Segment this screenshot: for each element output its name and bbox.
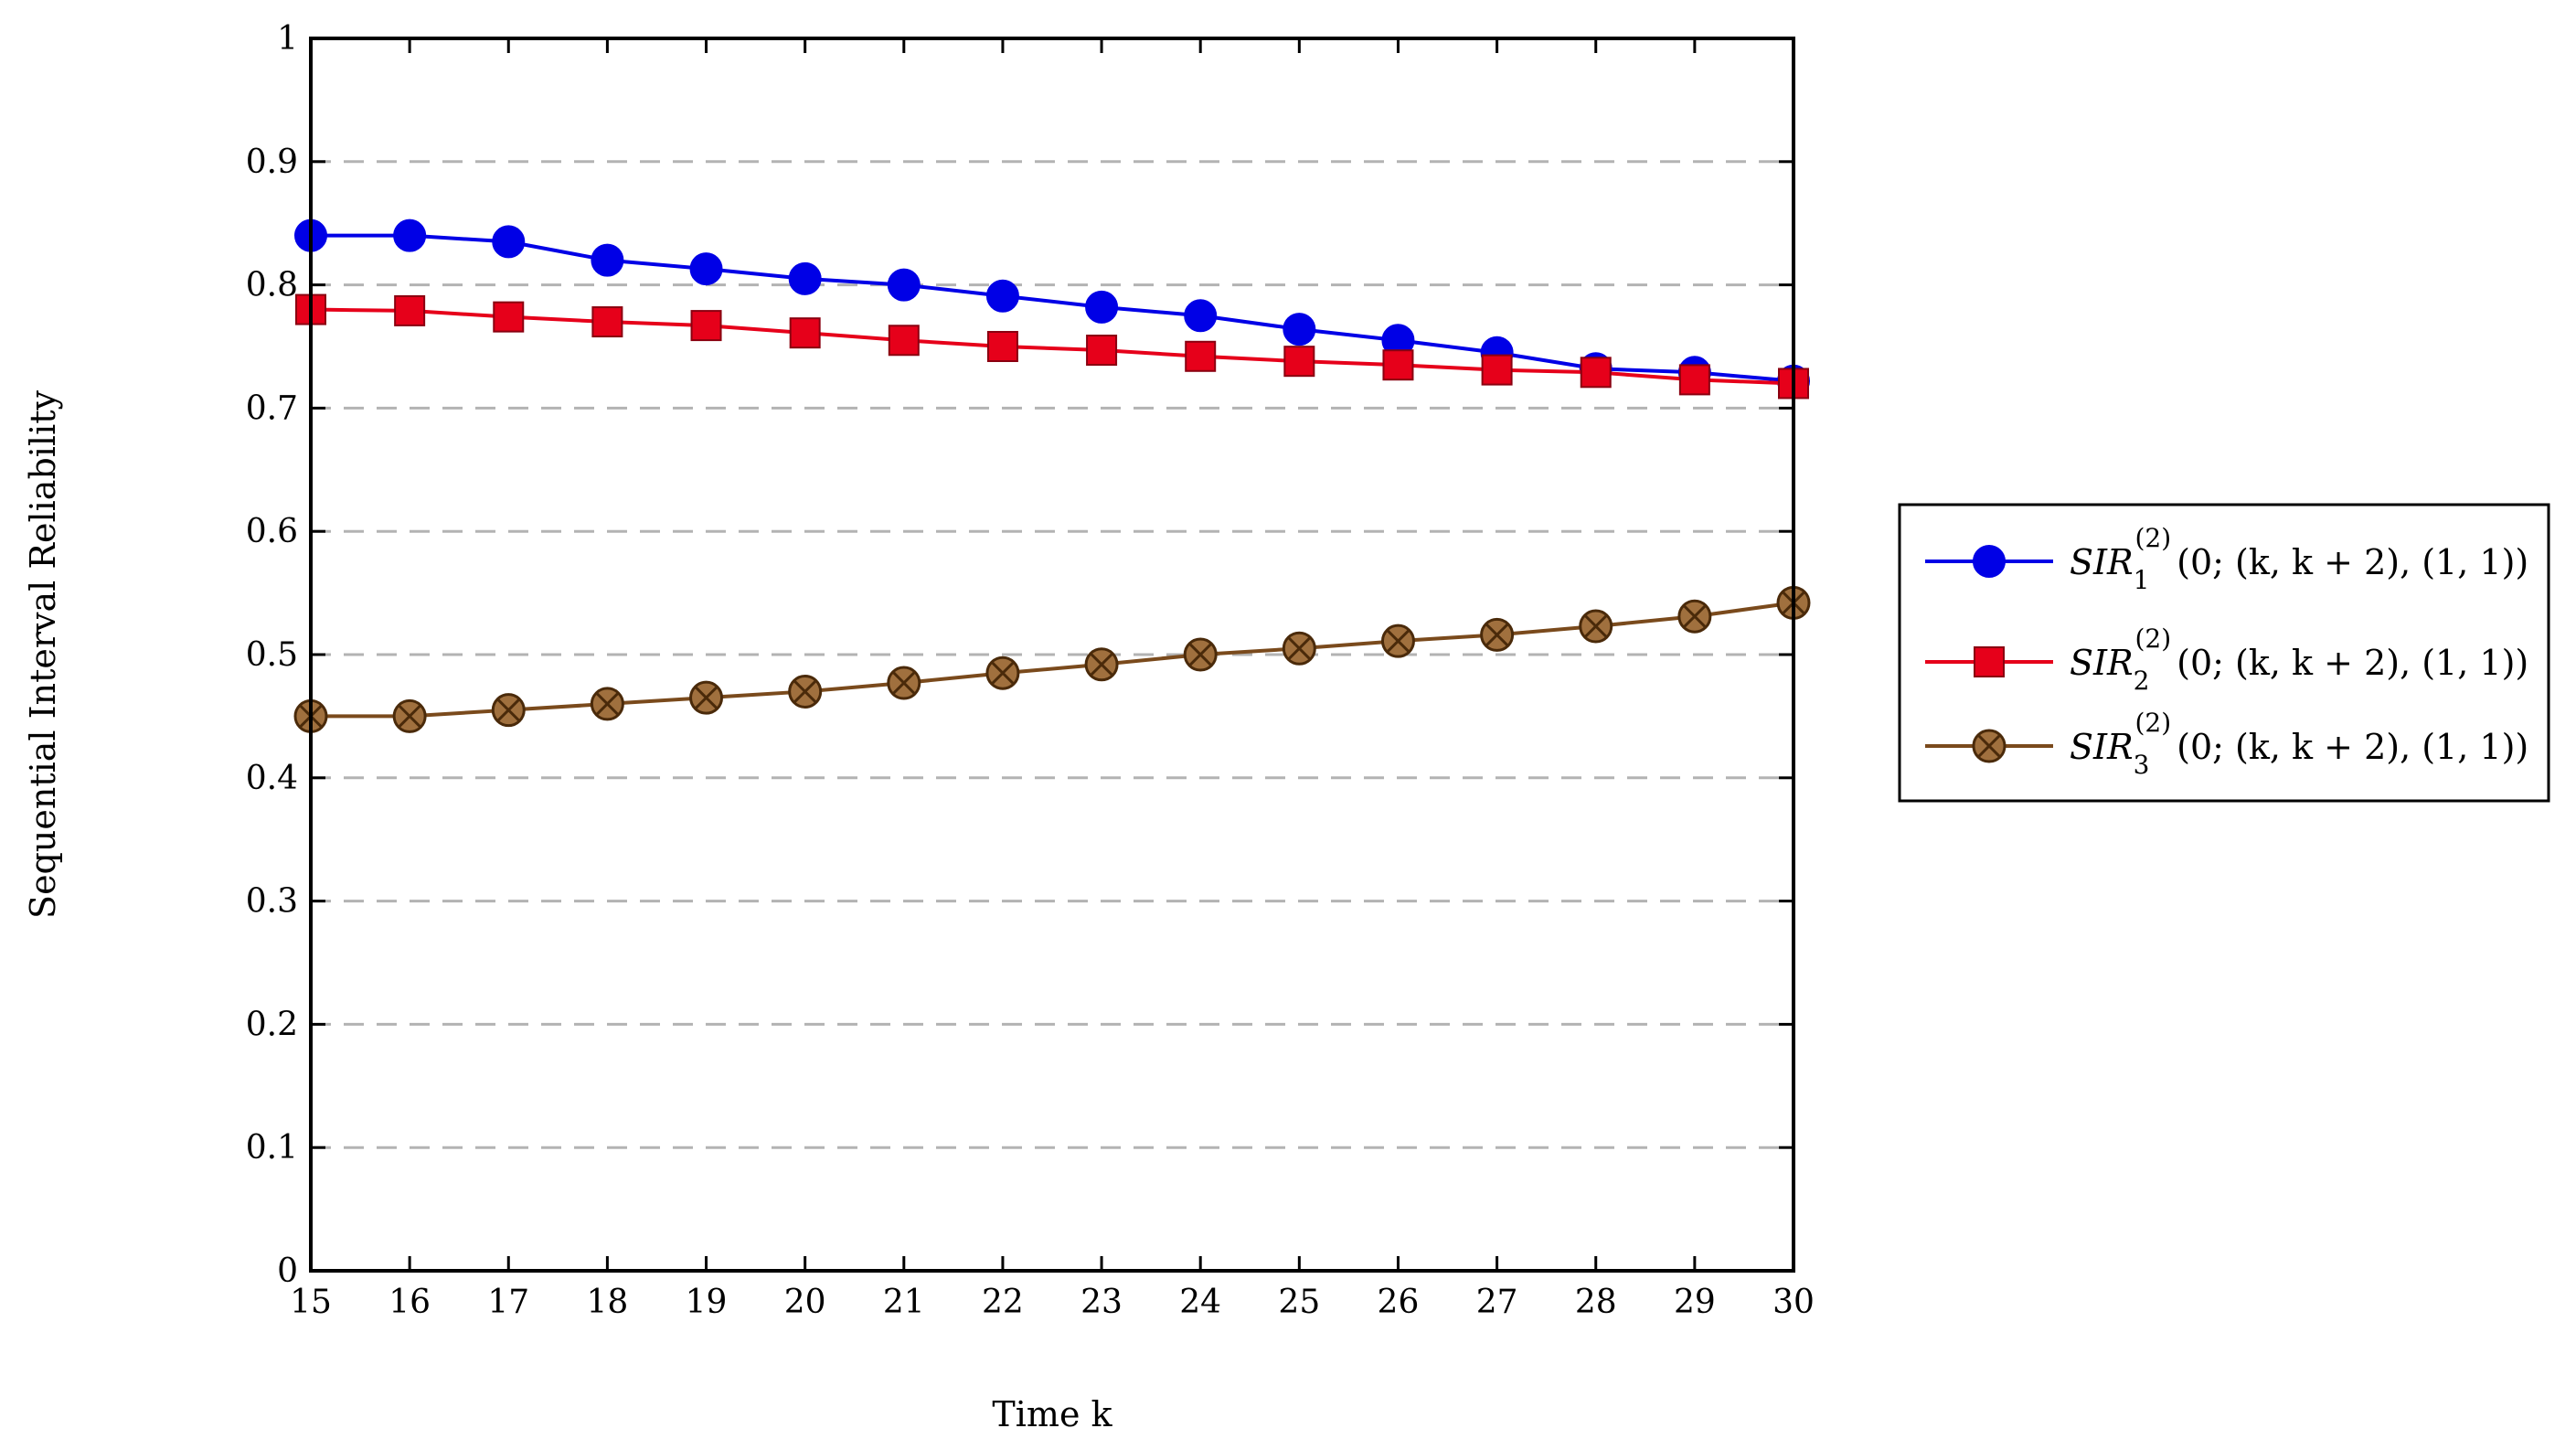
series-1-line [311, 233, 1794, 383]
y-tick-label: 1 [277, 20, 298, 58]
series-3 [293, 585, 1811, 733]
x-tick-label: 17 [487, 1284, 529, 1321]
x-tick-label: 19 [686, 1284, 728, 1321]
x-tick-label: 26 [1378, 1284, 1420, 1321]
legend-label: SIR1(2)(0; (k, k + 2), (1, 1)) [2070, 523, 2528, 595]
legend: SIR1(2)(0; (k, k + 2), (1, 1)) SIR2(2)(0;… [1898, 503, 2550, 803]
series-3-point [788, 674, 823, 709]
series-2-point [493, 301, 525, 333]
legend-marker [1974, 646, 2005, 677]
x-tick-label: 16 [389, 1284, 431, 1321]
x-tick-label: 21 [883, 1284, 925, 1321]
x-tick-label: 15 [290, 1284, 332, 1321]
series-3-point [1480, 617, 1515, 652]
legend-entry-2: SIR2(2)(0; (k, k + 2), (1, 1)) [1925, 624, 2528, 696]
grid-lines [311, 160, 1794, 1149]
series-2-point [789, 317, 821, 349]
series-group [293, 219, 1811, 733]
y-tick-label: 0.9 [246, 144, 298, 181]
x-tick-label: 28 [1575, 1284, 1617, 1321]
series-2-point [1481, 354, 1513, 386]
legend-marker [1972, 729, 2007, 763]
legend-box [1898, 503, 2550, 803]
series-2-point [1086, 335, 1118, 367]
legend-entries: SIR1(2)(0; (k, k + 2), (1, 1)) SIR2(2)(0;… [1925, 523, 2528, 780]
y-tick-label: 0.6 [246, 513, 298, 550]
series-2-point [591, 306, 623, 338]
series-1-point [1283, 313, 1316, 346]
y-tick-label: 0.7 [246, 389, 298, 427]
x-tick-label: 29 [1674, 1284, 1716, 1321]
y-tick-label: 0.1 [246, 1129, 298, 1167]
series-3-point [491, 693, 526, 728]
series-3-point [985, 656, 1020, 690]
x-tick-label: 27 [1476, 1284, 1518, 1321]
legend-entry-3: SIR3(2)(0; (k, k + 2), (1, 1)) [1925, 708, 2528, 780]
series-1-point [985, 279, 1019, 313]
y-tick-label: 0.3 [246, 883, 298, 921]
series-2-point [394, 294, 426, 326]
axis-ticks: 0 0.1 0.2 0.3 0.4 0.5 0.6 0.7 0.8 0.9 1 15 16 17 18 19 2… [246, 20, 1815, 1321]
legend-marker [1973, 545, 2006, 578]
series-2-point [986, 331, 1018, 362]
series-3-point [1380, 624, 1415, 658]
series-1-point [492, 225, 526, 259]
series-1-point [689, 252, 723, 286]
series-3-line [311, 601, 1794, 719]
series-3-point [590, 687, 624, 721]
x-tick-label: 20 [784, 1284, 826, 1321]
x-tick-label: 24 [1179, 1284, 1221, 1321]
series-3-point [689, 680, 724, 715]
series-3-point [1084, 647, 1119, 682]
series-3-point [1579, 609, 1613, 644]
series-2-point [1580, 357, 1612, 389]
x-tick-label: 25 [1278, 1284, 1320, 1321]
series-1-point [788, 261, 822, 295]
series-2-line [310, 307, 1794, 386]
series-1-point [887, 268, 921, 302]
series-3-point [1677, 599, 1712, 634]
x-tick-label: 22 [982, 1284, 1024, 1321]
legend-entry-1: SIR1(2)(0; (k, k + 2), (1, 1)) [1925, 523, 2528, 595]
x-tick-label: 23 [1080, 1284, 1123, 1321]
legend-label: SIR2(2)(0; (k, k + 2), (1, 1)) [2070, 624, 2528, 696]
x-tick-label: 30 [1772, 1284, 1815, 1321]
series-3-point [1282, 631, 1316, 666]
series-1-point [1085, 290, 1119, 324]
x-tick-label: 18 [586, 1284, 628, 1321]
y-tick-label: 0.5 [246, 636, 298, 674]
series-1-point [393, 219, 427, 252]
y-tick-label: 0.8 [246, 267, 298, 304]
series-3-point [887, 666, 921, 700]
y-tick-label: 0.2 [246, 1006, 298, 1043]
series-2-point [690, 310, 722, 342]
series-2-point [1283, 346, 1315, 378]
y-tick-label: 0 [277, 1252, 298, 1290]
series-2-point [888, 325, 920, 357]
series-3-point [1183, 637, 1218, 672]
series-1-point [1184, 299, 1218, 333]
series-1-point [591, 243, 624, 277]
series-3-point [392, 698, 427, 733]
legend-label: SIR3(2)(0; (k, k + 2), (1, 1)) [2070, 708, 2528, 780]
series-2-point [1678, 364, 1710, 396]
series-2-point [1185, 340, 1217, 372]
x-axis-title: Time k [992, 1394, 1112, 1434]
y-axis-title: Sequential Interval Reliability [23, 390, 63, 919]
y-tick-label: 0.4 [246, 760, 298, 797]
series-2 [295, 293, 1809, 400]
series-2-point [1382, 349, 1414, 381]
